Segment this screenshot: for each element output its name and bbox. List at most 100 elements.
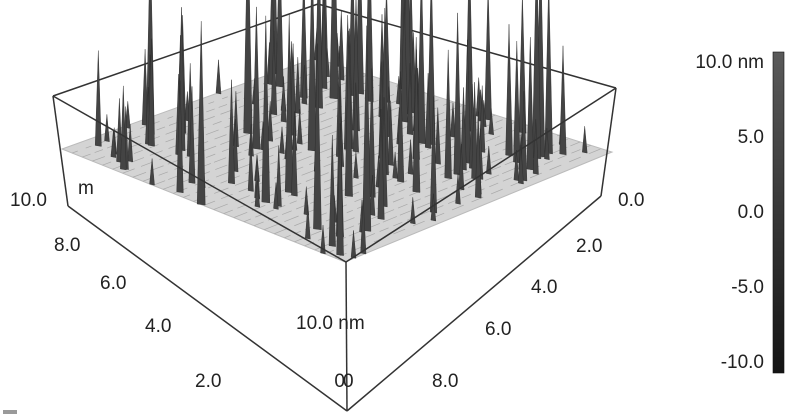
x-tick-label: 10.0 [10, 190, 47, 211]
spike [120, 85, 127, 171]
spike [362, 25, 372, 232]
spike [369, 175, 376, 216]
spike [513, 149, 520, 182]
spike [360, 199, 367, 255]
x-tick-label: 2.0 [195, 371, 221, 392]
spike [228, 79, 235, 185]
spike [336, 123, 344, 256]
spike [458, 144, 465, 191]
spike [344, 30, 353, 197]
colorbar-tick-label: 10.0 nm [695, 52, 764, 73]
spike [307, 0, 317, 152]
box-edge-left-vertical [52, 95, 69, 207]
z-axis-label: 10.0 nm [296, 313, 365, 334]
spike [505, 24, 513, 157]
y-axis-ticks: 0.0 2.0 4.0 6.0 8.0 0 [343, 190, 644, 392]
spike [275, 145, 282, 207]
y-tick-label: 4.0 [531, 277, 557, 298]
spike [270, 30, 278, 116]
spike [397, 71, 405, 183]
spikes [94, 0, 588, 259]
spike [279, 126, 285, 155]
colorbar-tick-label: -10.0 [721, 352, 764, 373]
spike [294, 57, 301, 114]
y-tick-label: 0 [343, 371, 354, 392]
y-tick-label: 8.0 [432, 371, 458, 392]
spike [313, 43, 322, 231]
spike [392, 151, 398, 179]
spike [328, 134, 336, 247]
spike [291, 111, 298, 197]
x-tick-label: 4.0 [145, 316, 171, 337]
spike [149, 158, 155, 186]
spike [273, 182, 279, 210]
x-tick-label: 6.0 [100, 273, 126, 294]
colorbar [772, 51, 785, 374]
scan-line [324, 144, 591, 255]
corner-mark [3, 410, 17, 414]
spike [254, 180, 261, 208]
colorbar-tick-label: 0.0 [738, 202, 764, 223]
spike [280, 76, 287, 123]
spike [320, 225, 326, 255]
spike [460, 87, 467, 171]
spike [532, 119, 539, 175]
spike [284, 14, 294, 194]
spike [520, 91, 528, 182]
bounding-box-front [52, 87, 617, 412]
spike [301, 64, 308, 105]
spike [463, 39, 472, 164]
spike [407, 139, 414, 175]
spike [417, 0, 426, 145]
spike [544, 128, 550, 160]
spike [176, 80, 184, 194]
spike [127, 124, 134, 163]
box-edge-bottom-right [346, 195, 602, 412]
spike [526, 37, 535, 171]
spike [450, 102, 456, 138]
spike [188, 86, 196, 184]
x-tick-label: 8.0 [54, 235, 80, 256]
spike [387, 100, 394, 166]
spike [353, 151, 359, 179]
box-edge-bottom-left [67, 205, 348, 412]
spike [444, 49, 452, 180]
spike [582, 126, 588, 154]
spike [116, 98, 123, 163]
spike [377, 108, 385, 220]
spike [518, 0, 527, 134]
box-edge-right-vertical [600, 87, 617, 197]
spike [141, 49, 149, 126]
spike [289, 43, 297, 137]
spike [320, 0, 328, 90]
spike [400, 0, 408, 123]
spike [261, 15, 271, 204]
y-tick-label: 6.0 [485, 319, 511, 340]
y-tick-label: 2.0 [576, 236, 602, 257]
x-tick-label: 0 [334, 371, 345, 392]
spike [329, 0, 339, 100]
y-tick-label: 0.0 [618, 190, 644, 211]
spike [518, 145, 524, 185]
spike [94, 50, 102, 147]
spike [424, 73, 432, 149]
spike [484, 0, 492, 121]
spike [559, 45, 567, 156]
spike [267, 101, 274, 142]
spike [247, 138, 254, 192]
box-edge-top-front-right [345, 87, 617, 263]
spike [488, 108, 494, 136]
x-axis-ticks: 10.0 8.0 6.0 4.0 2.0 0 [10, 190, 345, 392]
spike [296, 108, 303, 145]
spike [275, 0, 284, 88]
spike [486, 145, 492, 175]
spike [252, 6, 261, 150]
spike [215, 59, 222, 95]
spike [147, 38, 155, 147]
spike [125, 101, 131, 129]
colorbar-tick-label: 5.0 [738, 127, 764, 148]
spike [110, 130, 117, 158]
box-edge-front-vertical [345, 261, 348, 412]
spike [243, 0, 253, 135]
